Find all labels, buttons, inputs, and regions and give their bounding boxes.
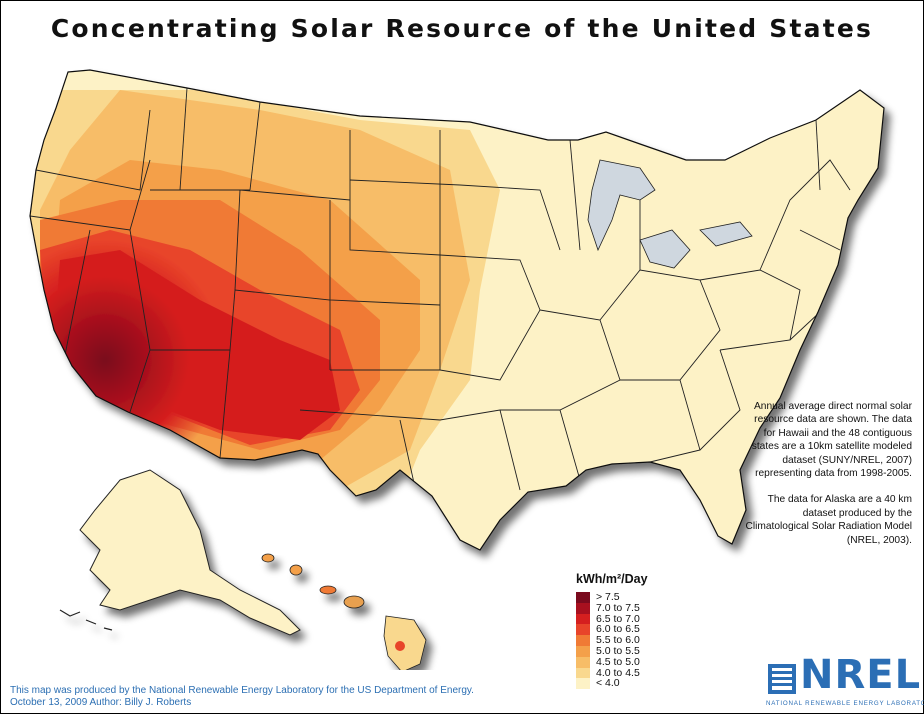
legend-label: 6.0 to 6.5: [596, 623, 640, 636]
hawaii: [261, 553, 427, 673]
alaska: [59, 469, 301, 636]
legend-swatch: [576, 602, 590, 614]
legend-swatch: [576, 667, 590, 679]
legend-item: < 4.0: [576, 677, 696, 690]
legend-item: > 7.5: [576, 592, 696, 603]
credit-line-2: October 13, 2009 Author: Billy J. Robert…: [10, 697, 192, 708]
legend-item: 6.5 to 7.0: [576, 612, 696, 625]
legend-swatch: [576, 656, 590, 668]
legend-item: 5.5 to 6.0: [576, 635, 696, 646]
nrel-logo-icon: [768, 664, 796, 694]
legend-item: 4.5 to 5.0: [576, 655, 696, 668]
credit: This map was produced by the National Re…: [10, 685, 474, 709]
map-area: [0, 50, 924, 673]
map-title: Concentrating Solar Resource of the Unit…: [50, 14, 874, 43]
map-notes: Annual average direct normal solar resou…: [742, 400, 912, 560]
legend-label: < 4.0: [596, 677, 620, 690]
notes-paragraph-2: The data for Alaska are a 40 km dataset …: [745, 494, 912, 546]
notes-paragraph-1: Annual average direct normal solar resou…: [751, 401, 912, 480]
legend-swatch: [576, 645, 590, 657]
legend-label: 5.0 to 5.5: [596, 644, 640, 657]
nrel-logo: NREL NATIONAL RENEWABLE ENERGY LABORATOR…: [764, 652, 924, 708]
us-solar-map: [29, 69, 885, 673]
legend-label: 4.5 to 5.0: [596, 655, 640, 668]
nrel-logo-tagline: NATIONAL RENEWABLE ENERGY LABORATORY: [766, 700, 924, 707]
legend-swatch: [576, 592, 590, 603]
legend-item: 6.0 to 6.5: [576, 623, 696, 636]
legend-label: 5.5 to 6.0: [596, 634, 640, 647]
legend-label: > 7.5: [596, 591, 620, 603]
credit-line-1: This map was produced by the National Re…: [10, 685, 474, 696]
legend: kWh/m²/Day > 7.5 7.0 to 7.5 6.5 to 7.0 6…: [576, 572, 696, 690]
legend-item: 5.0 to 5.5: [576, 646, 696, 657]
legend-swatch: [576, 635, 590, 646]
legend-title: kWh/m²/Day: [576, 572, 648, 586]
legend-label: 4.0 to 4.5: [596, 666, 640, 679]
legend-item: 7.0 to 7.5: [576, 601, 696, 614]
legend-item: 4.0 to 4.5: [576, 666, 696, 679]
legend-swatch: [576, 624, 590, 636]
legend-label: 7.0 to 7.5: [596, 601, 640, 614]
legend-label: 6.5 to 7.0: [596, 612, 640, 625]
legend-swatch: [576, 613, 590, 625]
legend-swatch: [576, 678, 590, 690]
nrel-logo-text: NREL: [800, 652, 922, 698]
